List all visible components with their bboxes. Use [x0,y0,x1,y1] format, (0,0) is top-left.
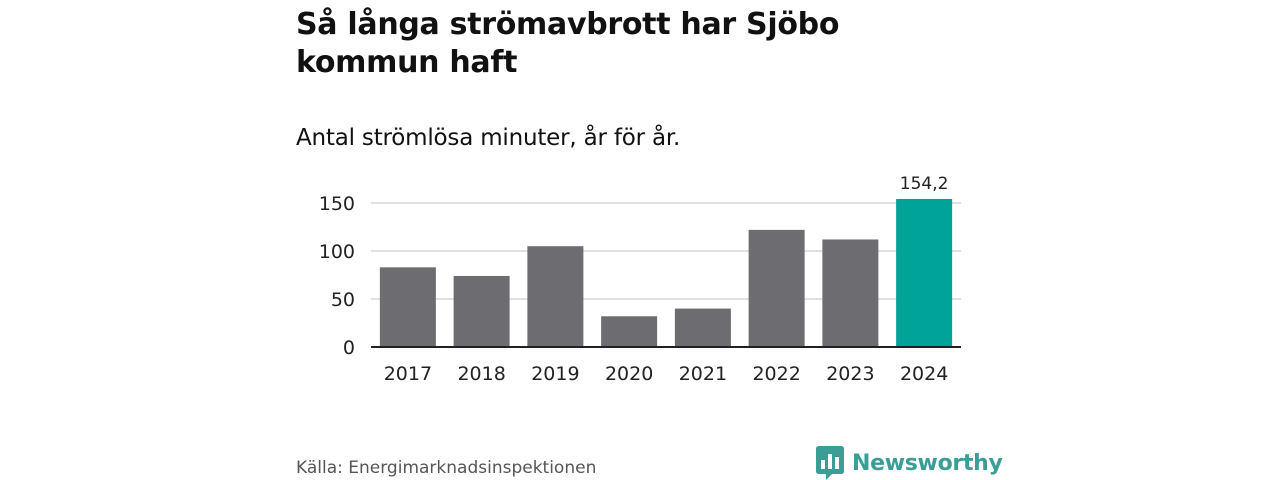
x-tick-label: 2023 [826,363,874,385]
bar-2018 [453,275,510,347]
x-tick-label: 2021 [679,363,727,385]
source-note: Källa: Energimarknadsinspektionen [296,458,597,478]
data-label-2024: 154,2 [900,174,949,194]
x-tick-label: 2022 [752,363,800,385]
brand-logo: Newsworthy [816,446,1003,480]
y-tick-label: 100 [319,241,355,263]
x-tick-label: 2024 [900,363,948,385]
bar-2020 [601,316,658,347]
bar-2023 [822,239,879,347]
y-tick-label: 0 [343,337,355,359]
chart-subtitle: Antal strömlösa minuter, år för år. [296,125,681,151]
x-tick-label: 2019 [531,363,579,385]
brand-name: Newsworthy [852,450,1003,476]
bar-2024 [896,198,953,347]
x-tick-label: 2018 [457,363,505,385]
axes: 0 50 100 150 2017 2018 2019 2020 2021 2022 2023 202… [319,174,961,385]
bar-2021 [674,308,731,347]
bar-chart: 0 50 100 150 2017 2018 2019 2020 2021 2022 2023 202… [319,174,961,385]
x-tick-label: 2017 [384,363,432,385]
chart-title: Så långa strömavbrott har Sjöbo kommun h… [296,7,840,80]
bars [379,198,953,347]
y-tick-label: 150 [319,193,355,215]
x-tick-label: 2020 [605,363,653,385]
newsworthy-logo-icon [816,446,844,480]
bar-2022 [748,229,805,347]
bar-2019 [527,246,584,347]
y-tick-label: 50 [331,289,355,311]
bar-2017 [379,267,436,347]
